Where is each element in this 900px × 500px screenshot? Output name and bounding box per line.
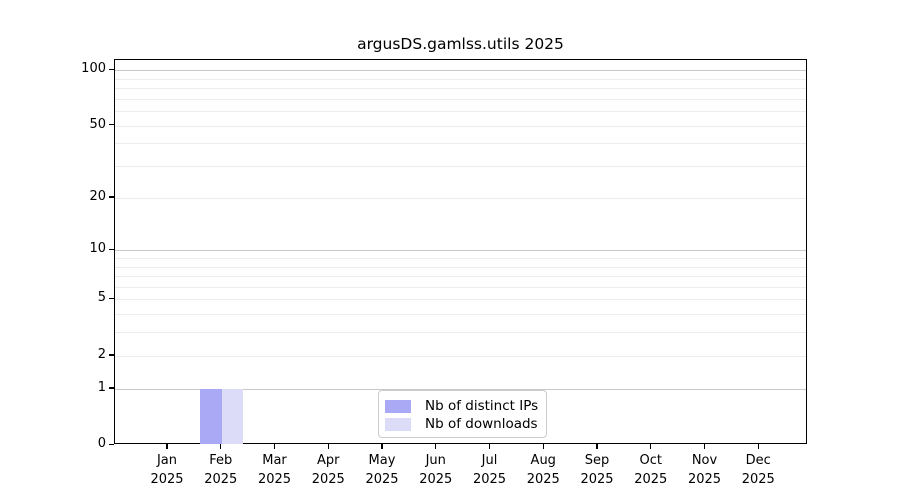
legend-item-downloads: Nb of downloads [385, 415, 538, 433]
y-tick-mark [109, 124, 114, 126]
gridline-minor [115, 111, 806, 113]
x-tick-label: Jul 2025 [472, 453, 507, 487]
y-tick-mark [109, 297, 114, 300]
y-tick-mark [109, 354, 114, 356]
gridline-minor [115, 276, 806, 278]
x-tick-mark [381, 444, 383, 449]
bar-distinct-ips [200, 388, 222, 444]
legend-item-distinct-ips: Nb of distinct IPs [385, 397, 538, 415]
y-tick-label: 2 [97, 346, 106, 362]
x-tick-mark [435, 444, 437, 449]
gridline-minor [115, 143, 806, 145]
x-tick-mark [273, 444, 276, 449]
gridline-minor [115, 98, 806, 100]
plot-area: Nb of distinct IPs Nb of downloads [114, 59, 807, 444]
y-tick-label: 20 [89, 188, 106, 204]
gridline-minor [115, 78, 806, 80]
x-tick-label: Apr 2025 [311, 453, 345, 487]
gridline-minor [115, 88, 806, 90]
x-tick-mark [166, 444, 168, 449]
x-tick-label: Oct 2025 [634, 453, 668, 487]
y-tick-label: 5 [97, 290, 106, 306]
gridline-minor [115, 197, 806, 199]
y-tick-label: 0 [97, 436, 106, 451]
gridline-major [115, 388, 806, 390]
y-tick-label: 1 [97, 379, 106, 395]
legend-swatch-distinct-ips [385, 399, 411, 413]
x-tick-label: Aug 2025 [526, 453, 560, 487]
x-tick-mark [757, 444, 759, 449]
x-tick-mark [703, 444, 706, 449]
y-tick-mark [109, 68, 114, 70]
x-tick-label: Jan 2025 [150, 453, 184, 487]
x-tick-label: Nov 2025 [687, 453, 722, 487]
x-tick-mark [220, 444, 222, 449]
y-tick-mark [109, 248, 114, 251]
y-tick-label: 100 [81, 61, 106, 77]
gridline-minor [115, 166, 806, 168]
x-tick-mark [650, 444, 652, 449]
gridline-minor [115, 355, 806, 357]
legend-swatch-downloads [385, 417, 411, 431]
gridline-minor [115, 314, 806, 316]
gridline-minor [115, 258, 806, 259]
x-tick-label: Sep 2025 [580, 453, 614, 487]
gridline-major [115, 70, 806, 72]
gridline-minor [115, 266, 806, 268]
x-tick-mark [542, 444, 544, 449]
y-tick-label: 50 [89, 116, 106, 132]
gridline-minor [115, 286, 806, 288]
x-tick-label: Dec 2025 [741, 453, 775, 487]
x-tick-label: Mar 2025 [257, 453, 292, 487]
gridline-major [115, 250, 806, 252]
x-tick-label: Feb 2025 [204, 453, 238, 487]
y-tick-mark [109, 196, 114, 198]
bar-downloads [221, 388, 244, 444]
x-tick-mark [327, 444, 329, 449]
chart-title: argusDS.gamlss.utils 2025 [357, 35, 564, 53]
legend-label-downloads: Nb of downloads [425, 416, 538, 432]
y-tick-label: 10 [89, 241, 106, 257]
gridline-minor [115, 299, 806, 301]
x-tick-label: Jun 2025 [419, 453, 453, 487]
y-tick-mark [109, 387, 114, 389]
legend: Nb of distinct IPs Nb of downloads [378, 390, 547, 438]
legend-label-distinct-ips: Nb of distinct IPs [425, 398, 539, 414]
x-tick-mark [596, 444, 598, 449]
gridline-minor [115, 332, 806, 334]
x-tick-mark [488, 444, 491, 449]
x-tick-label: May 2025 [365, 453, 399, 487]
gridline-minor [115, 125, 806, 127]
y-tick-mark [109, 443, 114, 445]
